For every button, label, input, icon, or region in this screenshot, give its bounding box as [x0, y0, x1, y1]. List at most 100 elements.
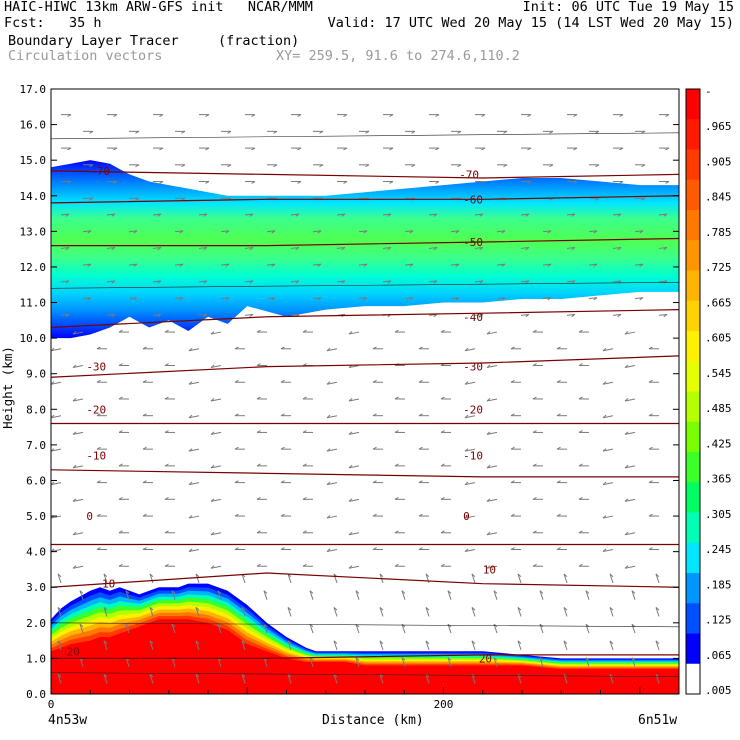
circulation-vector-head [164, 563, 169, 567]
circulation-vector-head [302, 463, 307, 467]
circulation-vector [602, 381, 614, 385]
circulation-vector-head [348, 431, 353, 435]
circulation-vector [634, 297, 644, 300]
circulation-vector-head [556, 547, 561, 550]
circulation-vector-head [241, 607, 246, 611]
circulation-vector-head [142, 446, 147, 450]
circulation-vector [382, 246, 392, 249]
circulation-vector [152, 280, 162, 283]
circulation-vector [188, 381, 200, 385]
y-tick-label: 9.0 [26, 368, 46, 381]
y-tick-label: 15.0 [20, 154, 47, 167]
circulation-vector [57, 640, 62, 651]
circulation-vector [542, 230, 552, 233]
circulation-vector-head [179, 263, 184, 267]
circulation-vector [520, 280, 530, 283]
circulation-vector [348, 532, 360, 536]
circulation-vector-head [125, 590, 130, 594]
circulation-vector-head [333, 640, 338, 644]
circulation-vector-head [210, 431, 215, 435]
circulation-vector-head [157, 280, 162, 284]
circulation-vector [244, 213, 254, 216]
circulation-vector-head [89, 197, 94, 201]
circulation-vector-head [205, 114, 210, 117]
circulation-vector-head [135, 197, 140, 201]
colorbar-label: .065 [705, 649, 732, 662]
circulation-vector-head [578, 496, 583, 500]
circulation-vector-head [573, 181, 578, 184]
circulation-vector-head [464, 515, 469, 519]
circulation-vector [474, 246, 484, 249]
vector-label: Circulation vectors [8, 48, 163, 64]
circulation-vector-head [503, 130, 508, 134]
circulation-vector [188, 482, 200, 486]
circulation-vector-head [510, 480, 515, 484]
circulation-vector [348, 431, 360, 435]
circulation-vector [358, 263, 368, 266]
circulation-vector-head [234, 446, 239, 450]
circulation-vector [348, 398, 360, 402]
circulation-vector-head [464, 481, 469, 485]
circulation-vector [655, 674, 660, 684]
colorbar-swatch [686, 421, 700, 453]
circulation-vector-head [341, 280, 346, 284]
circulation-vector-head [302, 329, 307, 333]
circulation-vector [241, 607, 246, 617]
circulation-vector-head [103, 573, 108, 578]
circulation-vector-head [348, 531, 353, 536]
circulation-vector-head [641, 197, 646, 201]
circulation-vector-head [457, 130, 462, 134]
circulation-vector [50, 448, 62, 452]
circulation-vector-head [486, 464, 491, 469]
circulation-vector-head [249, 280, 254, 284]
circulation-vector-head [72, 431, 77, 435]
contour-label: -20 [86, 403, 106, 416]
circulation-vector [542, 263, 552, 266]
circulation-vector-head [471, 573, 476, 578]
reference-line [50, 132, 680, 140]
circulation-vector-head [585, 590, 590, 594]
contour-label: 0 [463, 510, 470, 523]
circulation-vector-head [256, 396, 261, 400]
circulation-vector [60, 313, 70, 316]
circulation-vector [382, 280, 392, 283]
circulation-vector-head [609, 573, 614, 578]
circulation-vector-head [273, 164, 278, 168]
circulation-vector-head [263, 590, 268, 594]
circulation-vector [379, 640, 384, 651]
circulation-vector-head [624, 364, 629, 368]
circulation-vector-head [159, 147, 164, 151]
colorbar-swatch [686, 331, 700, 362]
circulation-vector-head [440, 563, 445, 567]
circulation-vector [220, 230, 230, 233]
circulation-vector-head [50, 481, 55, 485]
circulation-vector-head [210, 398, 215, 402]
circulation-vector-head [401, 623, 406, 628]
colorbar-label: .305 [705, 508, 732, 521]
circulation-vector-head [343, 114, 348, 117]
circulation-vector-head [435, 114, 440, 117]
circulation-vector [585, 590, 590, 600]
colorbar-label: .185 [705, 578, 732, 591]
circulation-vector-head [142, 379, 147, 383]
circulation-vector-head [665, 181, 670, 184]
circulation-vector [174, 297, 184, 300]
circulation-vector-head [256, 463, 261, 467]
circulation-vector-head [532, 329, 537, 333]
circulation-vector-head [602, 481, 607, 485]
circulation-vector [220, 297, 230, 300]
circulation-vector [79, 623, 84, 634]
circulation-vector [309, 657, 314, 667]
circulation-vector [379, 607, 384, 617]
circulation-vector-head [111, 280, 116, 284]
circulation-vector [171, 623, 176, 634]
circulation-vector-head [409, 297, 414, 301]
circulation-vector [348, 465, 360, 469]
circulation-vector [217, 623, 222, 634]
circulation-vector [60, 280, 70, 283]
circulation-vector-head [655, 640, 660, 644]
circulation-vector-head [655, 573, 660, 578]
x-axis-label: Distance (km) [322, 713, 424, 728]
circulation-vector-head [539, 657, 544, 661]
circulation-vector-head [125, 623, 130, 628]
